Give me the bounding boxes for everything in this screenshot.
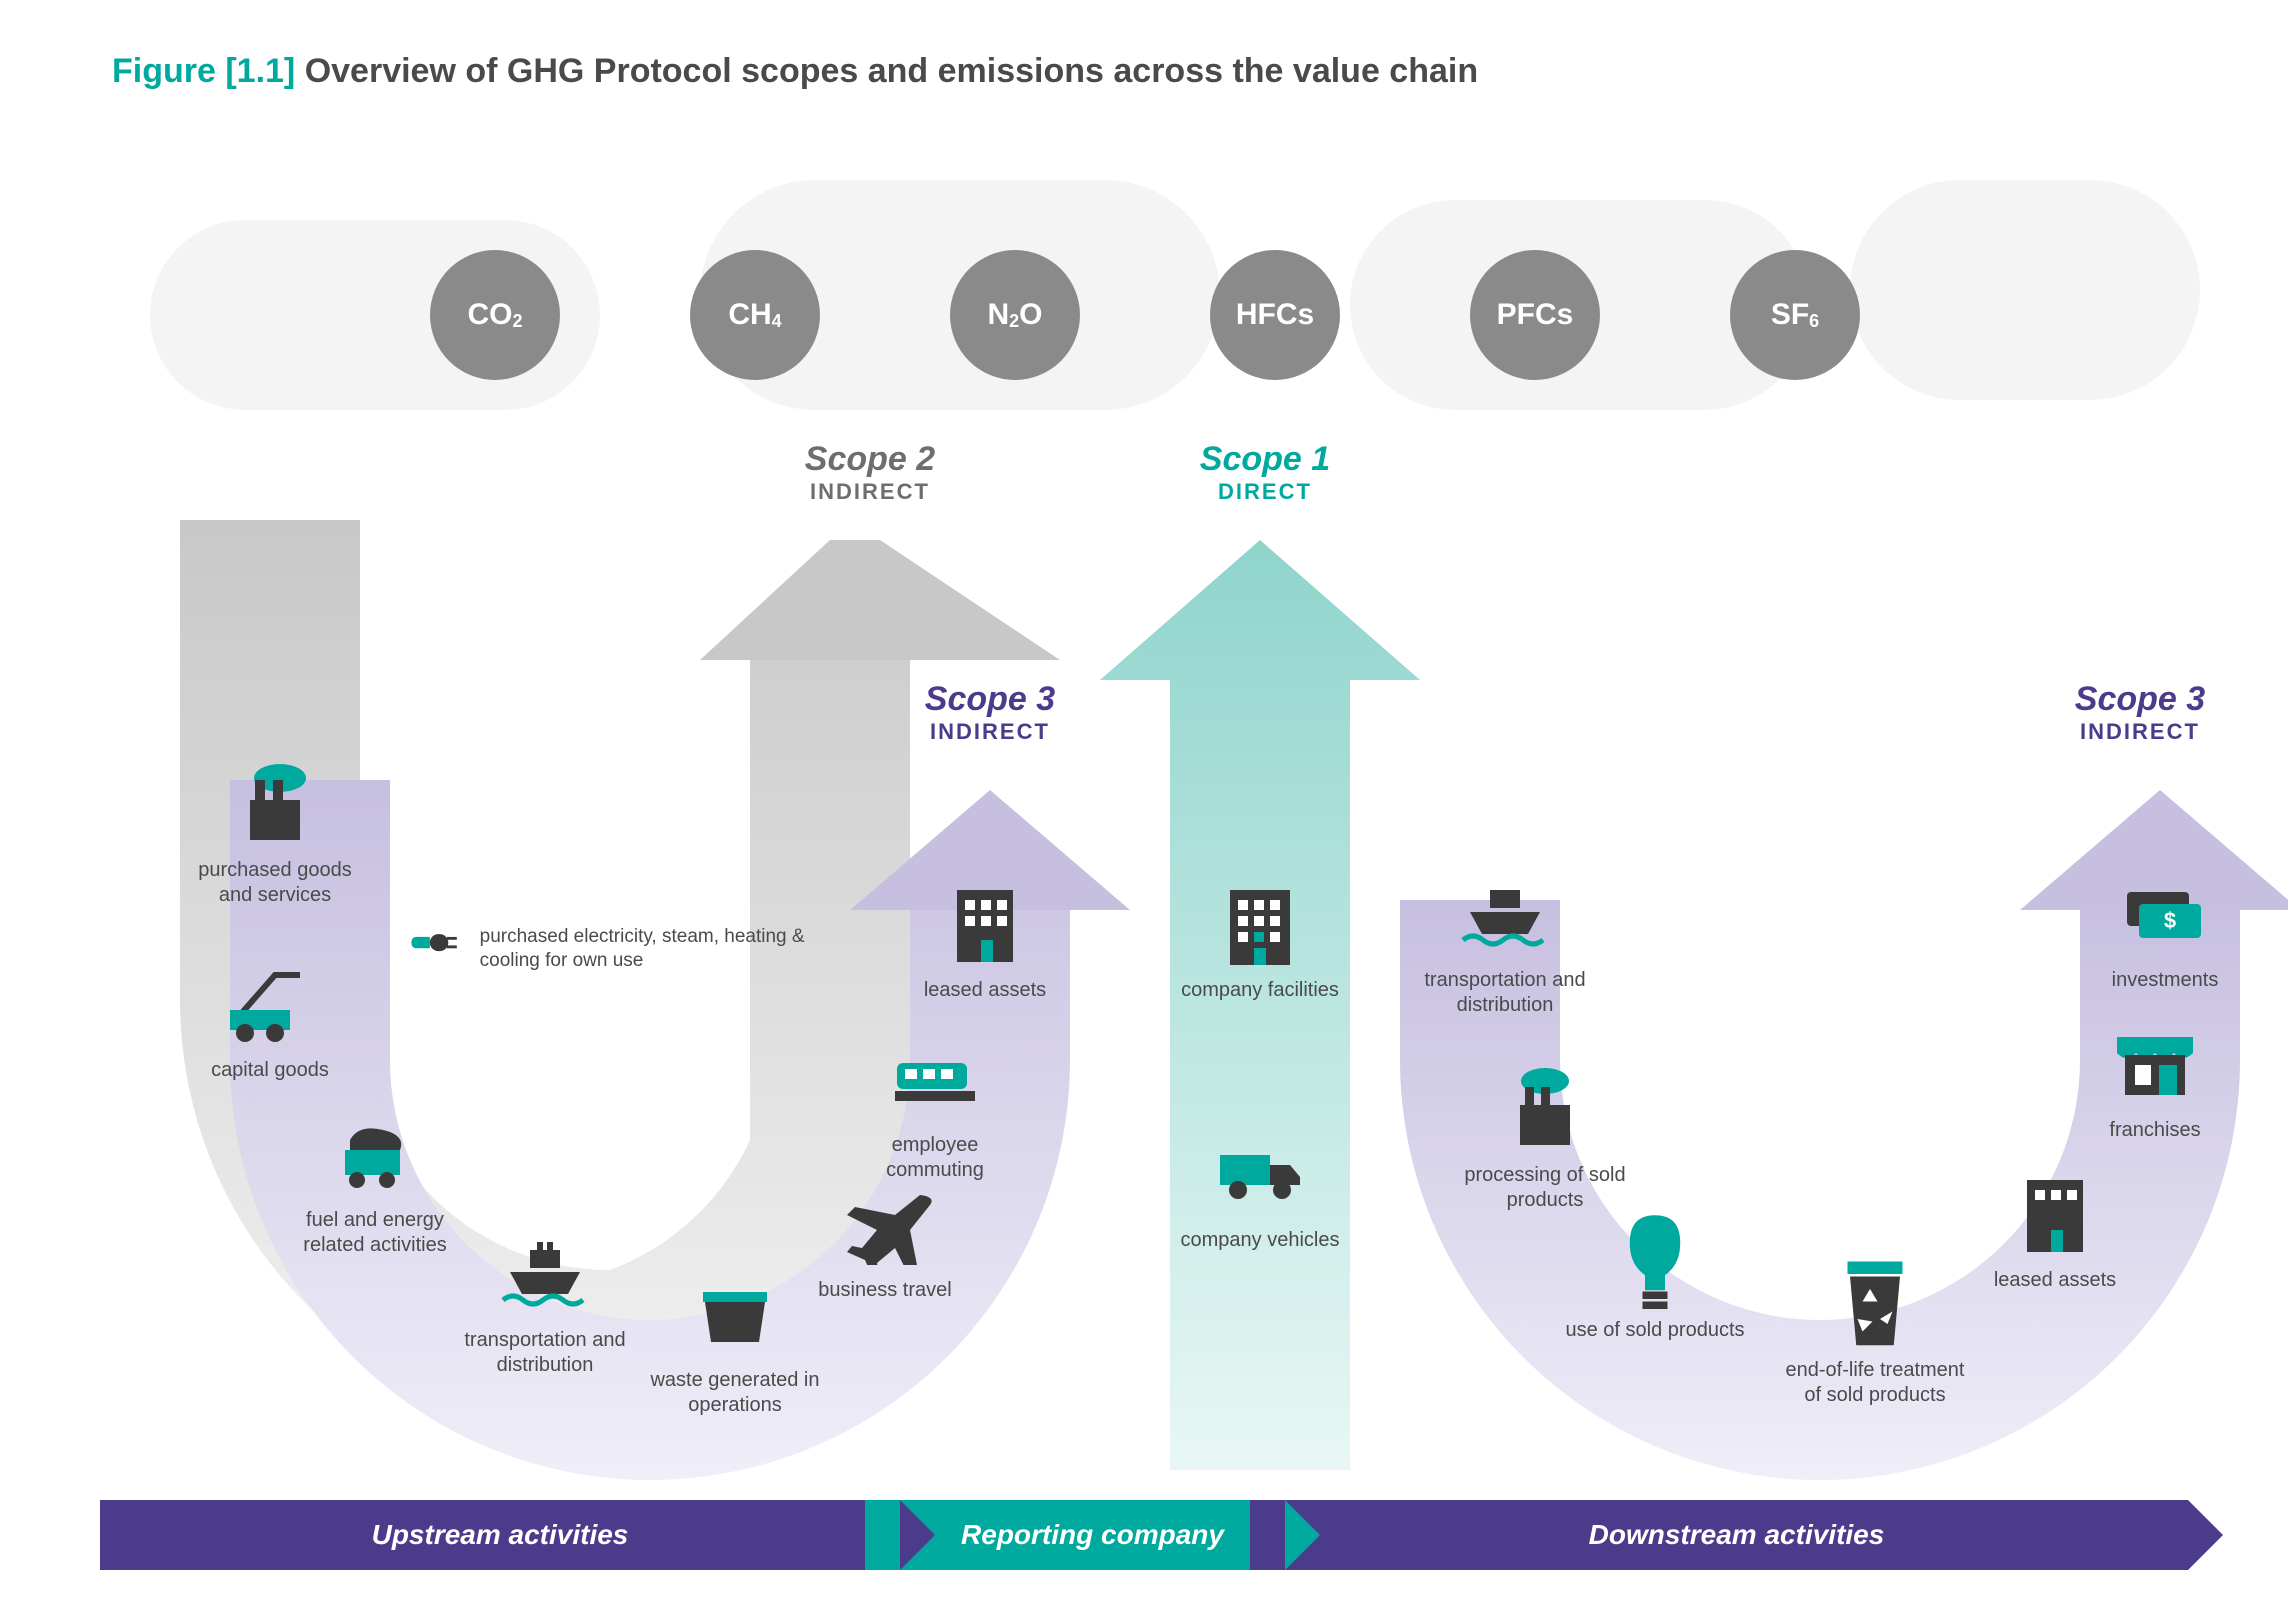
- gas-n2o: N2O: [950, 250, 1080, 380]
- ship-icon: [495, 1240, 595, 1310]
- crane-truck-icon: [220, 965, 320, 1045]
- leased-assets-down: leased assets: [1960, 1170, 2150, 1293]
- franchises-label: franchises: [2060, 1118, 2250, 1143]
- processing-sold: processing of sold products: [1450, 1065, 1640, 1213]
- capital-goods: capital goods: [175, 960, 365, 1083]
- scope1-type: DIRECT: [1155, 479, 1375, 505]
- building-icon: [935, 880, 1035, 970]
- svg-text:$: $: [2164, 908, 2176, 933]
- dumpster-icon: [685, 1280, 785, 1350]
- building-icon: [1210, 880, 1310, 970]
- figure-number: Figure [1.1]: [112, 52, 295, 90]
- eol-treatment: end-of-life treatment of sold products: [1780, 1260, 1970, 1408]
- bulb-icon: [1605, 1209, 1705, 1322]
- fuel-energy: fuel and energy related activities: [280, 1110, 470, 1258]
- transport-down: transportation and distribution: [1410, 870, 1600, 1018]
- business-travel: business travel: [790, 1180, 980, 1303]
- waste-ops-label: waste generated in operations: [640, 1368, 830, 1418]
- figure-title-text: Overview of GHG Protocol scopes and emis…: [305, 52, 1478, 90]
- banner-downstream: Downstream activities: [1250, 1500, 2188, 1570]
- processing-sold-label: processing of sold products: [1450, 1163, 1640, 1213]
- scope2-label: Scope 2 INDIRECT: [760, 440, 980, 505]
- scope2-name: Scope 2: [760, 440, 980, 479]
- employee-commuting-label: employee commuting: [840, 1133, 1030, 1183]
- gas-sf6: SF6: [1730, 250, 1860, 380]
- gas-hfcs: HFCs: [1210, 250, 1340, 380]
- purchased-goods-label: purchased goods and services: [180, 858, 370, 908]
- scope1-name: Scope 1: [1155, 440, 1375, 479]
- leased-assets-up: leased assets: [890, 880, 1080, 1003]
- banner-upstream: Upstream activities: [100, 1500, 900, 1570]
- ship-icon: [1455, 880, 1555, 950]
- scope2-type: INDIRECT: [760, 479, 980, 505]
- use-sold-label: use of sold products: [1560, 1318, 1750, 1343]
- company-facilities-label: company facilities: [1165, 978, 1355, 1003]
- company-vehicles-label: company vehicles: [1165, 1228, 1355, 1253]
- scope3r-type: INDIRECT: [2020, 719, 2260, 745]
- gas-co2: CO2: [430, 250, 560, 380]
- transport-up: transportation and distribution: [450, 1230, 640, 1378]
- investments-label: investments: [2070, 968, 2260, 993]
- capital-goods-label: capital goods: [175, 1058, 365, 1083]
- eol-treatment-label: end-of-life treatment of sold products: [1780, 1358, 1970, 1408]
- money-icon: $: [2115, 880, 2215, 950]
- factory-cloud-icon: [1495, 1065, 1595, 1155]
- factory-cloud-icon: [225, 760, 325, 850]
- figure-title: Figure [1.1] Overview of GHG Protocol sc…: [112, 52, 1478, 91]
- scope2-plug: purchased electricity, steam, heating & …: [410, 920, 830, 978]
- scope2-label-text: purchased electricity, steam, heating & …: [480, 925, 830, 973]
- plane-icon: [835, 1185, 935, 1265]
- scope3-left-label: Scope 3 INDIRECT: [880, 680, 1100, 745]
- company-facilities: company facilities: [1165, 880, 1355, 1003]
- cloud-bg-4: [1850, 180, 2200, 400]
- storefront-icon: [2105, 1025, 2205, 1105]
- scope1-label: Scope 1 DIRECT: [1155, 440, 1375, 505]
- coal-cart-icon: [325, 1115, 425, 1195]
- recycle-bin-icon: [1825, 1249, 1925, 1362]
- fuel-energy-label: fuel and energy related activities: [280, 1208, 470, 1258]
- truck-icon: [1210, 1140, 1310, 1210]
- building-icon: [2005, 1170, 2105, 1260]
- scope3l-type: INDIRECT: [880, 719, 1100, 745]
- investments: $ investments: [2070, 870, 2260, 993]
- gas-ch4: CH4: [690, 250, 820, 380]
- transport-up-label: transportation and distribution: [450, 1328, 640, 1378]
- scope3r-name: Scope 3: [2020, 680, 2260, 719]
- leased-assets-down-label: leased assets: [1960, 1268, 2150, 1293]
- use-sold: use of sold products: [1560, 1220, 1750, 1343]
- transport-down-label: transportation and distribution: [1410, 968, 1600, 1018]
- leased-assets-up-label: leased assets: [890, 978, 1080, 1003]
- plug-icon: [410, 927, 460, 962]
- train-icon: [885, 1045, 985, 1115]
- scope1-arrow: [1100, 540, 1420, 1470]
- franchises: franchises: [2060, 1020, 2250, 1143]
- gas-pfcs: PFCs: [1470, 250, 1600, 380]
- scope3l-name: Scope 3: [880, 680, 1100, 719]
- business-travel-label: business travel: [790, 1278, 980, 1303]
- value-chain-banner: Upstream activities Reporting company Do…: [100, 1500, 2188, 1570]
- gas-row: CO2 CH4 N2O HFCs PFCs SF6: [430, 250, 1860, 380]
- company-vehicles: company vehicles: [1165, 1130, 1355, 1253]
- purchased-goods: purchased goods and services: [180, 760, 370, 908]
- employee-commuting: employee commuting: [840, 1035, 1030, 1183]
- scope3-right-label: Scope 3 INDIRECT: [2020, 680, 2260, 745]
